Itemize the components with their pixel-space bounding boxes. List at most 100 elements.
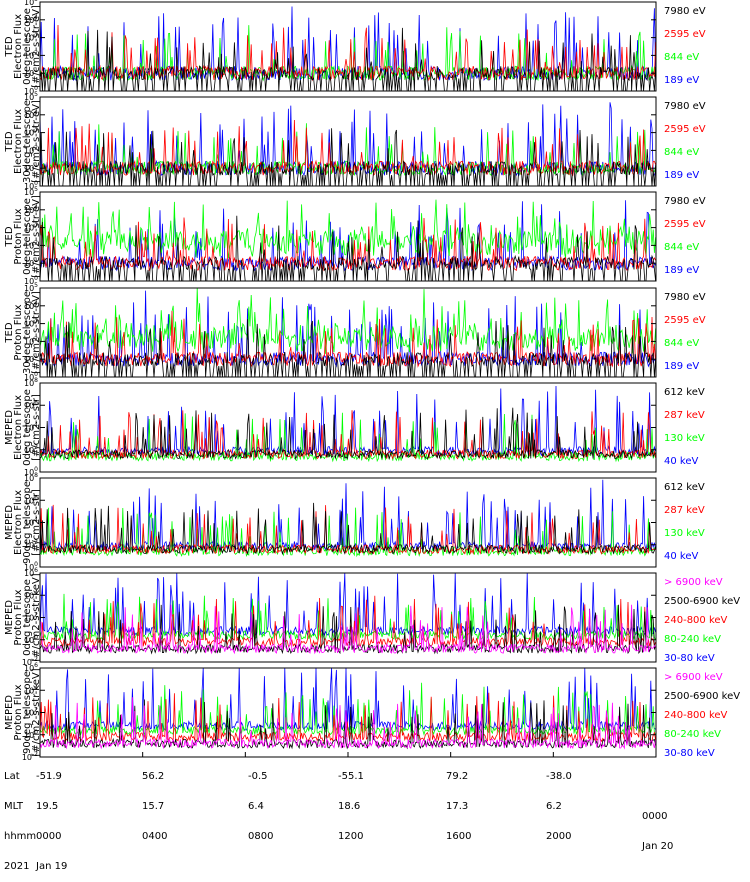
legend-entry: 7980 eV <box>664 292 706 303</box>
legend-entry: 2500-6900 keV <box>664 691 740 702</box>
legend-entry: 287 keV <box>664 410 705 421</box>
series-line-magenta <box>40 697 656 750</box>
legend-entry: 7980 eV <box>664 6 706 17</box>
series-line-magenta <box>40 604 656 655</box>
ytick-label: 100 <box>24 180 38 191</box>
hhmm-value: 1200 <box>338 831 364 842</box>
series-line-black <box>40 407 656 460</box>
ytick-label: 100 <box>24 729 38 740</box>
hhmm-value: 0000 <box>36 831 62 842</box>
ylabel-line: 0deg telescope <box>22 389 33 466</box>
series-traces <box>40 668 656 750</box>
ylabel-line: TED <box>4 36 15 57</box>
ytick-label: 100 <box>24 85 38 96</box>
ytick-label: 104 <box>24 109 38 120</box>
hhmm-value: 1600 <box>446 831 472 842</box>
ytick-label: 102 <box>24 612 38 623</box>
ylabel-line: Electron Flux <box>13 14 24 79</box>
ylabel-line: MEPED <box>4 600 15 635</box>
ytick-label: 102 <box>24 335 38 346</box>
ytick-label: 106 <box>24 567 38 578</box>
ylabel-line: 0deg telescope <box>22 8 33 85</box>
legend-entry: 2595 eV <box>664 124 706 135</box>
plot-frame <box>39 1 657 92</box>
legend-entry: 40 keV <box>664 456 698 467</box>
xaxis-col-3: -55.1 18.6 1200 <box>338 752 364 872</box>
ytick-label: 103 <box>24 318 38 329</box>
hhmm-value: 0400 <box>142 831 168 842</box>
series-traces <box>40 479 656 558</box>
series-line-black <box>40 502 656 556</box>
legend-entry: 844 eV <box>664 147 699 158</box>
ylabel-line: Proton Flux <box>13 589 24 645</box>
ytick-label: 100 <box>24 371 38 382</box>
ylabel-line: 0deg telescope <box>22 198 33 275</box>
series-line-blue <box>40 290 656 368</box>
ytick-label: 108 <box>24 377 38 388</box>
lat-value: 79.2 <box>446 771 469 782</box>
ytick-label: 102 <box>24 144 38 155</box>
hhmm-label: hhmm <box>4 831 37 842</box>
series-line-black <box>40 27 656 91</box>
legend-entry: 80-240 keV <box>664 729 721 740</box>
xaxis-col-4: 79.2 17.3 1600 <box>446 752 471 872</box>
ytick-label: 101 <box>24 67 38 78</box>
ylabel-line: TED <box>4 322 15 343</box>
legend-entry: > 6900 keV <box>664 577 723 588</box>
series-line-black <box>40 215 656 281</box>
ylabel-line: [#/cm2-s-str-eV] <box>31 100 42 183</box>
xaxis-col-5: -38.0 6.2 2000 <box>546 752 572 872</box>
legend-entry: 30-80 keV <box>664 748 715 759</box>
series-line-red <box>40 217 656 272</box>
ylabel-line: TED <box>4 226 15 247</box>
ytick-label: 106 <box>24 399 38 410</box>
legend-entry: 844 eV <box>664 52 699 63</box>
legend-entry: 240-800 keV <box>664 615 728 626</box>
ylabel-line: Proton Flux <box>13 684 24 740</box>
ylabel-line: MEPED <box>4 505 15 540</box>
legend-entry: 2595 eV <box>664 29 706 40</box>
ylabel-line: [#/cm2-s-str] <box>31 394 42 461</box>
legend-entry: 7980 eV <box>664 196 706 207</box>
ytick-label: 105 <box>24 282 38 293</box>
lat-value: -51.9 <box>36 771 62 782</box>
mlt-value: 15.7 <box>142 801 165 812</box>
plot-frame <box>39 382 657 473</box>
ytick-label: 103 <box>24 127 38 138</box>
ytick-label: 101 <box>24 257 38 268</box>
lat-label: Lat <box>4 771 20 782</box>
legend-entry: 240-800 keV <box>664 710 728 721</box>
ytick-label: 105 <box>24 91 38 102</box>
legend-entry: 189 eV <box>664 170 699 181</box>
ytick-label: 102 <box>24 49 38 60</box>
ytick-label: 104 <box>24 684 38 695</box>
ytick-label: 101 <box>24 162 38 173</box>
series-line-black <box>40 319 656 377</box>
legend-entry: 287 keV <box>664 505 705 516</box>
date-value: Jan 20 <box>642 841 674 852</box>
ylabel-line: 30deg telescope <box>22 291 33 374</box>
series-line-black <box>40 128 656 186</box>
ytick-label: 104 <box>24 204 38 215</box>
series-line-green <box>40 288 656 354</box>
series-line-red <box>40 24 656 82</box>
ytick-label: 108 <box>24 472 38 483</box>
series-traces <box>40 199 656 281</box>
ylabel-line: [#/cm2-s-str-keV] <box>31 573 42 661</box>
series-line-blue <box>40 6 656 82</box>
series-line-green <box>40 25 656 82</box>
lat-value: 56.2 <box>142 771 165 782</box>
legend-entry: 130 keV <box>664 528 705 539</box>
xaxis-col-2: -0.5 6.4 0800 <box>248 752 273 872</box>
ylabel-line: 90deg telescope <box>22 481 33 564</box>
plot-frame <box>39 96 657 187</box>
series-traces <box>40 288 656 377</box>
ytick-label: 104 <box>24 300 38 311</box>
ylabel-line: [#/cm2-s-str-eV] <box>31 195 42 278</box>
